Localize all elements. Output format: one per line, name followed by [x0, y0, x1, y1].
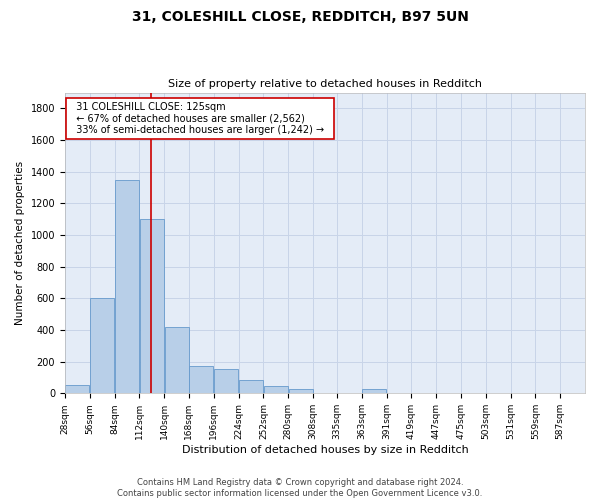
Bar: [214, 369, 238, 394]
Bar: [190, 366, 214, 394]
Bar: [90, 298, 114, 394]
Bar: [164, 327, 188, 394]
Y-axis label: Number of detached properties: Number of detached properties: [15, 161, 25, 325]
Title: Size of property relative to detached houses in Redditch: Size of property relative to detached ho…: [168, 79, 482, 89]
X-axis label: Distribution of detached houses by size in Redditch: Distribution of detached houses by size …: [182, 445, 469, 455]
Bar: [289, 390, 313, 394]
Bar: [65, 386, 89, 394]
Bar: [264, 386, 288, 394]
Text: 31, COLESHILL CLOSE, REDDITCH, B97 5UN: 31, COLESHILL CLOSE, REDDITCH, B97 5UN: [131, 10, 469, 24]
Bar: [140, 219, 164, 394]
Bar: [362, 388, 386, 394]
Text: 31 COLESHILL CLOSE: 125sqm  
  ← 67% of detached houses are smaller (2,562)  
  : 31 COLESHILL CLOSE: 125sqm ← 67% of deta…: [70, 102, 331, 135]
Text: Contains HM Land Registry data © Crown copyright and database right 2024.
Contai: Contains HM Land Registry data © Crown c…: [118, 478, 482, 498]
Bar: [115, 180, 139, 394]
Bar: [239, 380, 263, 394]
